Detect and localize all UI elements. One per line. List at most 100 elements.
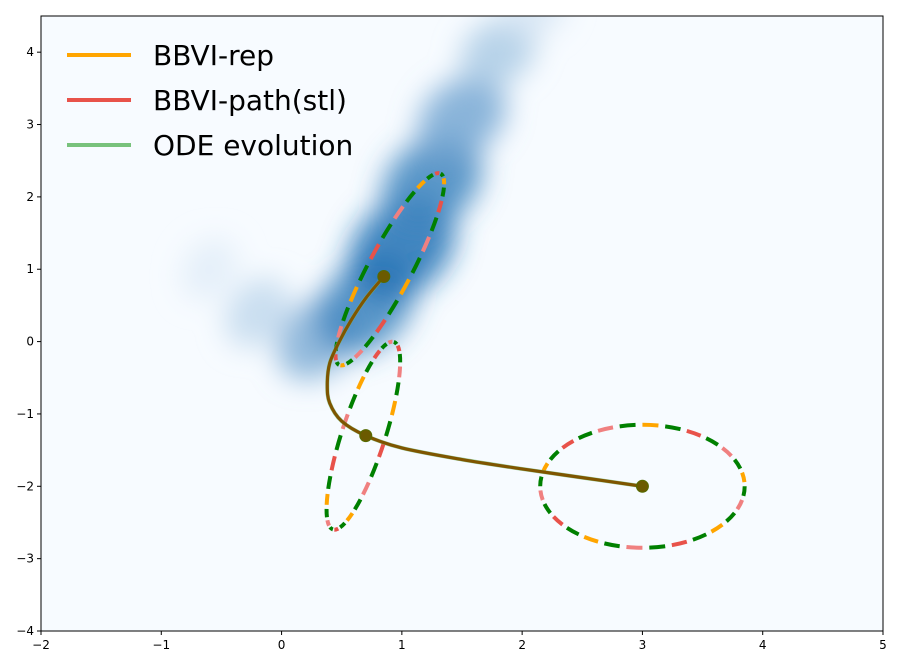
ellipse-dash bbox=[399, 278, 411, 296]
x-axis: −2 −1 0 1 2 3 4 5 bbox=[32, 631, 887, 652]
density-layer bbox=[181, 16, 567, 381]
legend: BBVI-rep BBVI-path(stl) ODE evolution bbox=[67, 39, 353, 162]
legend-entry-bbvi-rep: BBVI-rep bbox=[67, 39, 274, 72]
ellipse-dash bbox=[692, 532, 708, 542]
ellipse-dash bbox=[404, 190, 416, 203]
y-tick-label: −2 bbox=[16, 479, 34, 493]
ellipse-dash bbox=[440, 187, 446, 197]
ellipse-dash bbox=[324, 493, 330, 505]
y-tick-label: −3 bbox=[16, 552, 34, 566]
trajectory-layer bbox=[325, 275, 643, 489]
density-blob bbox=[381, 134, 483, 231]
ellipse-dash bbox=[384, 420, 393, 437]
ellipse-dash bbox=[561, 439, 575, 450]
ellipse-dash bbox=[725, 511, 737, 523]
ellipse-dash bbox=[345, 358, 354, 366]
ellipse-dash bbox=[426, 172, 434, 181]
ellipse-dash bbox=[372, 349, 382, 360]
ellipse-dash bbox=[334, 361, 341, 367]
x-tick-label: −1 bbox=[152, 638, 170, 652]
ellipse-dash bbox=[333, 354, 338, 361]
ellipse-dash bbox=[626, 545, 643, 550]
density-blob bbox=[225, 278, 290, 348]
trajectory-marker bbox=[377, 269, 391, 283]
covariance-ellipse bbox=[538, 422, 747, 550]
ellipse-dash bbox=[326, 475, 333, 490]
ellipse-dash bbox=[420, 236, 431, 253]
y-tick-label: 3 bbox=[26, 118, 34, 132]
ellipse-dash bbox=[375, 318, 387, 334]
ellipse-dash bbox=[380, 223, 393, 240]
ellipse-dash bbox=[348, 393, 358, 409]
legend-entry-bbvi-path: BBVI-path(stl) bbox=[67, 84, 347, 117]
ellipse-dash bbox=[721, 446, 733, 458]
marker-layer bbox=[359, 269, 649, 493]
ellipse-dash bbox=[441, 177, 447, 185]
ellipse-dash bbox=[664, 424, 681, 432]
ellipse-dash bbox=[741, 486, 747, 497]
ellipse-dash bbox=[429, 216, 439, 232]
y-axis: −4 −3 −2 −1 0 1 2 3 4 bbox=[16, 45, 41, 638]
ellipse-dash bbox=[389, 400, 398, 416]
ellipse-dash bbox=[397, 366, 403, 378]
ellipse-dash bbox=[577, 430, 593, 441]
ellipse-dash bbox=[324, 508, 329, 518]
ellipse-dash bbox=[334, 434, 343, 451]
x-tick-label: 1 bbox=[398, 638, 406, 652]
ellipse-dash bbox=[393, 339, 399, 346]
x-tick-label: 2 bbox=[518, 638, 526, 652]
ellipse-dash bbox=[548, 449, 560, 461]
ellipse-dash bbox=[369, 462, 379, 478]
trajectory-marker bbox=[359, 429, 373, 443]
y-tick-label: 2 bbox=[26, 190, 34, 204]
ellipse-dash bbox=[597, 425, 614, 433]
legend-entry-ode-evolution: ODE evolution bbox=[67, 129, 353, 162]
ellipse-dash bbox=[341, 306, 350, 322]
ellipse-dash bbox=[397, 353, 403, 363]
density-blob bbox=[181, 238, 238, 300]
ellipse-dash bbox=[705, 436, 719, 447]
ellipse-dash bbox=[364, 360, 374, 373]
ellipse-dash bbox=[434, 171, 440, 176]
ellipse-dash bbox=[603, 541, 620, 549]
ellipse-dash bbox=[538, 490, 545, 501]
x-tick-label: −2 bbox=[32, 638, 50, 652]
covariance-ellipse bbox=[333, 171, 447, 368]
ellipse-dash bbox=[740, 471, 747, 483]
ellipse-dash bbox=[325, 519, 331, 527]
legend-label-bbvi-path: BBVI-path(stl) bbox=[153, 84, 347, 117]
ellipse-dash bbox=[338, 521, 347, 530]
y-tick-label: −4 bbox=[16, 624, 34, 638]
ellipse-layer bbox=[324, 171, 747, 550]
x-tick-label: 5 bbox=[879, 638, 887, 652]
y-tick-label: −1 bbox=[16, 407, 34, 421]
ellipse-dash bbox=[380, 342, 388, 350]
ellipse-dash bbox=[710, 523, 724, 534]
ellipse-dash bbox=[368, 243, 381, 260]
plot-frame bbox=[40, 15, 884, 632]
ellipse-dash bbox=[439, 171, 445, 178]
y-tick-label: 4 bbox=[26, 45, 34, 59]
ellipse-dash bbox=[671, 539, 688, 548]
ellipse-dash bbox=[735, 499, 744, 511]
ellipse-dash bbox=[649, 544, 666, 550]
trajectory-line bbox=[325, 275, 643, 488]
ellipse-dash bbox=[328, 525, 334, 532]
density-blob bbox=[417, 76, 507, 159]
ellipse-dash bbox=[356, 375, 366, 390]
y-tick-label: 1 bbox=[26, 262, 34, 276]
ellipse-dash bbox=[583, 534, 599, 544]
ellipse-dash bbox=[363, 335, 375, 348]
ellipse-dash bbox=[416, 179, 426, 190]
ellipse-dash bbox=[336, 325, 344, 339]
ellipse-dash bbox=[387, 339, 393, 345]
ellipse-dash bbox=[410, 257, 422, 274]
ellipse-dash bbox=[348, 286, 359, 303]
ellipse-dash bbox=[538, 476, 544, 487]
ellipse-dash bbox=[334, 526, 340, 532]
x-tick-label: 4 bbox=[759, 638, 767, 652]
ellipse-dash bbox=[542, 503, 552, 515]
legend-label-ode-evolution: ODE evolution bbox=[153, 129, 353, 162]
x-tick-label: 3 bbox=[639, 638, 647, 652]
